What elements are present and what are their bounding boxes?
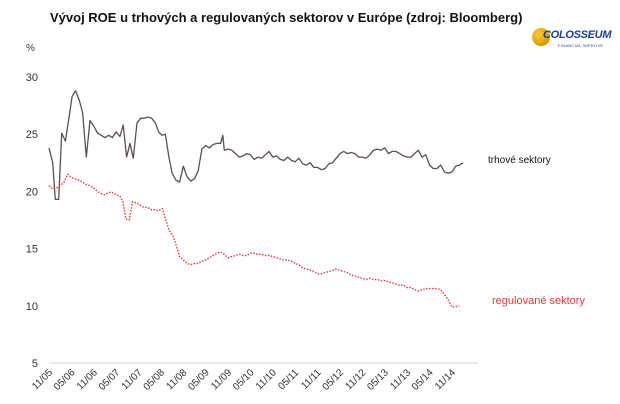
x-tick-label-11-06: 11/06 bbox=[75, 367, 100, 392]
x-tick-label-11-14: 11/14 bbox=[433, 367, 458, 392]
series-line-regulovane-sektory bbox=[48, 173, 460, 308]
x-tick-label-11-12: 11/12 bbox=[344, 367, 369, 392]
x-tick-label-11-10: 11/10 bbox=[254, 367, 279, 392]
y-tick-label-20: 20 bbox=[26, 186, 38, 198]
x-tick-label-05-08: 05/08 bbox=[142, 367, 168, 393]
series-line-trhove-sektory bbox=[48, 90, 464, 201]
x-tick-label-05-13: 05/13 bbox=[365, 367, 391, 393]
logo-wordmark: COLOSSEUM bbox=[543, 29, 612, 41]
x-tick-label-05-12: 05/12 bbox=[321, 367, 347, 393]
series-label-regulovane-sektory: regulované sektory bbox=[492, 295, 585, 307]
x-tick-label-11-11: 11/11 bbox=[299, 367, 324, 392]
y-axis-unit-label: % bbox=[26, 43, 35, 54]
x-tick-label-11-13: 11/13 bbox=[388, 367, 413, 392]
chart-title: Vývoj ROE u trhových a regulovaných sekt… bbox=[50, 10, 523, 25]
y-tick-label-30: 30 bbox=[26, 72, 38, 84]
y-tick-label-15: 15 bbox=[26, 244, 38, 256]
x-tick-label-05-11: 05/11 bbox=[276, 367, 301, 392]
labels-layer: trhové sektory regulované sektory bbox=[488, 155, 585, 307]
logo-mark-icon bbox=[532, 28, 550, 46]
x-tick-label-05-10: 05/10 bbox=[231, 367, 257, 393]
axes: %5101520253011/0505/0611/0605/0711/0705/… bbox=[26, 43, 478, 393]
colosseum-logo: COLOSSEUM FINANCIAL IMPROVE bbox=[532, 26, 612, 50]
x-tick-label-11-08: 11/08 bbox=[164, 367, 189, 392]
series-label-trhove-sektory: trhové sektory bbox=[488, 155, 551, 166]
x-tick-label-11-09: 11/09 bbox=[209, 367, 234, 392]
y-tick-label-25: 25 bbox=[26, 129, 38, 141]
x-tick-label-05-14: 05/14 bbox=[410, 367, 436, 393]
series-layer bbox=[48, 90, 464, 308]
x-tick-label-05-09: 05/09 bbox=[186, 367, 212, 393]
x-tick-label-11-07: 11/07 bbox=[120, 367, 145, 392]
x-tick-label-05-07: 05/07 bbox=[97, 367, 123, 393]
y-tick-label-10: 10 bbox=[26, 301, 38, 313]
x-tick-label-11-05: 11/05 bbox=[30, 367, 55, 392]
x-tick-label-05-06: 05/06 bbox=[52, 367, 78, 393]
logo-tagline: FINANCIAL IMPROVE bbox=[558, 43, 604, 48]
y-tick-label-5: 5 bbox=[32, 358, 38, 370]
